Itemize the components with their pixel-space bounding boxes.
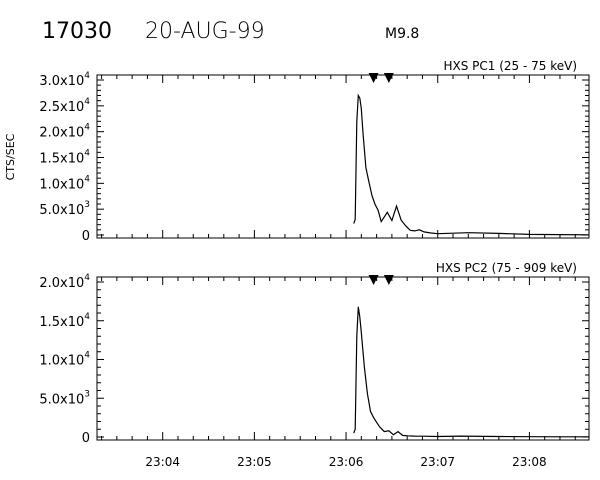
figure-header: 17030 20-AUG-99 M9.8: [42, 19, 419, 44]
x-tick-label: 23:06: [329, 455, 364, 469]
y-tick-label: 1.0x104: [39, 351, 90, 369]
time-marker: [368, 73, 379, 83]
panel-pc2: 0 5.0x103 1.0x104 1.5x104 2.0x104 HXS PC2 (75…: [39, 261, 590, 446]
series-line: [353, 93, 590, 236]
y-tick-label: 2.0x104: [39, 123, 90, 141]
y-tick-label: 1.5x104: [39, 149, 90, 167]
panel-pc1: 0 5.0x103 1.0x104 1.5x104 2.0x104 2.5x104 3.0x…: [4, 59, 590, 244]
x-tick-label: 23:04: [145, 455, 180, 469]
flare-class: M9.8: [385, 26, 419, 42]
y-tick-label: 0: [82, 229, 90, 244]
plot-frame: [96, 276, 590, 441]
x-tick-label: 23:08: [512, 455, 547, 469]
panel-title: HXS PC2 (75 - 909 keV): [436, 261, 577, 275]
y-tick-label: 2.5x104: [39, 97, 90, 115]
time-marker: [383, 73, 394, 83]
x-tick-label: 23:05: [237, 455, 272, 469]
time-marker: [383, 275, 394, 285]
panel-title: HXS PC1 (25 - 75 keV): [443, 59, 577, 73]
y-axis-label: CTS/SEC: [4, 133, 17, 180]
x-tick-label: 23:07: [420, 455, 455, 469]
time-marker: [368, 275, 379, 285]
series-line: [353, 306, 589, 438]
event-id: 17030: [42, 19, 112, 44]
event-date: 20-AUG-99: [145, 19, 265, 44]
y-tick-label: 0: [82, 431, 90, 446]
y-tick-label: 2.0x104: [39, 273, 90, 291]
y-tick-label: 5.0x103: [39, 200, 90, 218]
time-axis-labels: 23:04 23:05 23:06 23:07 23:08: [145, 455, 546, 469]
plot-frame: [96, 74, 590, 239]
y-tick-label: 1.5x104: [39, 312, 90, 330]
y-tick-label: 5.0x103: [39, 389, 90, 407]
y-tick-label: 1.0x104: [39, 174, 90, 192]
y-tick-label: 3.0x104: [39, 71, 90, 89]
